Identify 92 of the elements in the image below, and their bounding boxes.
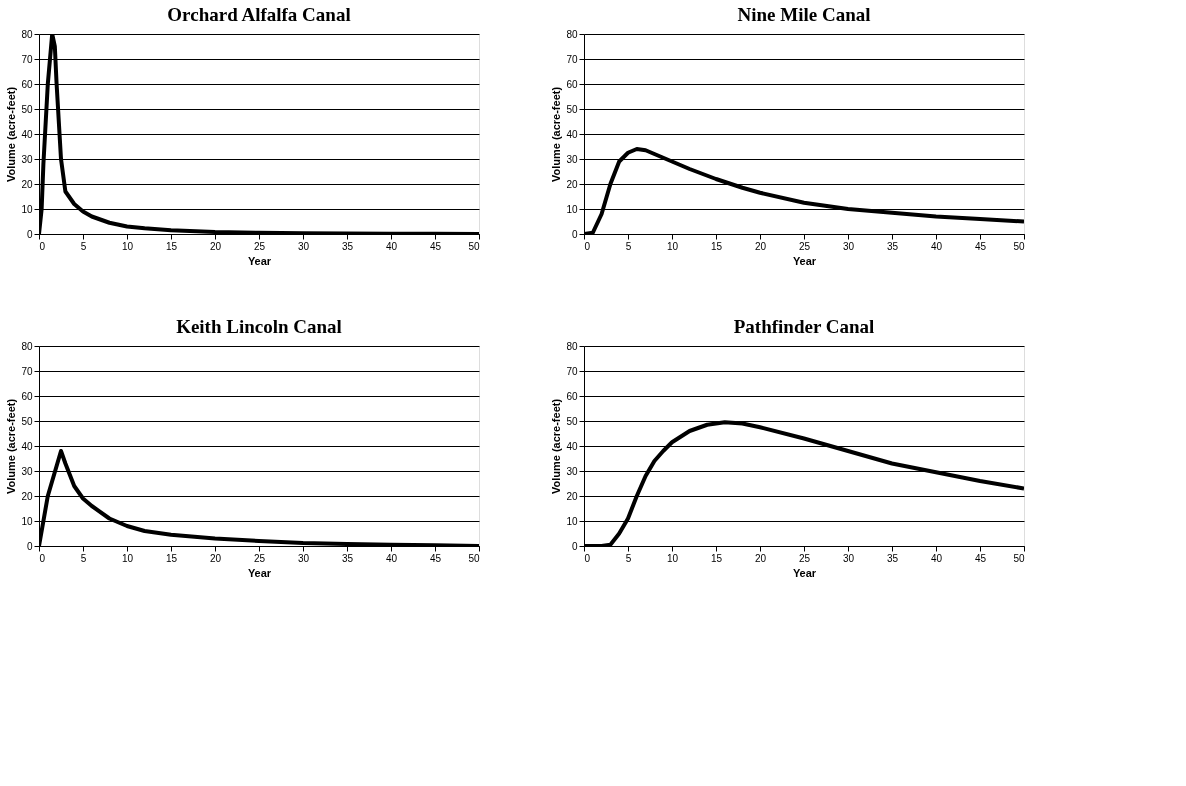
y-tick-label: 20 bbox=[21, 178, 33, 190]
y-tick-label: 10 bbox=[566, 515, 578, 527]
y-axis-title: Volume (acre-feet) bbox=[550, 86, 563, 183]
x-tick-label: 40 bbox=[385, 552, 398, 564]
y-tick-label: 70 bbox=[21, 53, 33, 65]
y-tick-label: 40 bbox=[21, 440, 33, 452]
x-tick-label: 35 bbox=[886, 552, 899, 564]
y-tick-label: 30 bbox=[21, 153, 33, 165]
y-tick-label: 0 bbox=[26, 540, 33, 552]
y-tick-label: 80 bbox=[21, 28, 33, 40]
x-tick-label: 10 bbox=[121, 552, 134, 564]
x-tick-label: 20 bbox=[754, 552, 767, 564]
x-tick-label: 0 bbox=[584, 240, 591, 252]
x-axis-title: Year bbox=[247, 254, 272, 267]
x-tick-label: 10 bbox=[666, 240, 679, 252]
x-tick-label: 50 bbox=[1013, 552, 1025, 564]
x-tick-label: 5 bbox=[625, 240, 632, 252]
y-tick-label: 40 bbox=[566, 440, 578, 452]
y-tick-label: 30 bbox=[566, 153, 578, 165]
y-tick-label: 70 bbox=[566, 53, 578, 65]
x-tick-label: 50 bbox=[468, 552, 480, 564]
x-tick-label: 40 bbox=[385, 240, 398, 252]
x-tick-label: 0 bbox=[584, 552, 591, 564]
x-tick-label: 50 bbox=[468, 240, 480, 252]
x-tick-label: 50 bbox=[1013, 240, 1025, 252]
chart-title: Pathfinder Canal bbox=[733, 316, 875, 337]
y-tick-label: 40 bbox=[21, 128, 33, 140]
y-tick-label: 0 bbox=[26, 228, 33, 240]
y-tick-label: 30 bbox=[566, 465, 578, 477]
x-tick-label: 25 bbox=[253, 552, 266, 564]
x-tick-label: 40 bbox=[930, 552, 943, 564]
y-tick-label: 80 bbox=[21, 340, 33, 352]
x-tick-label: 25 bbox=[798, 552, 811, 564]
x-tick-label: 0 bbox=[39, 240, 46, 252]
y-tick-label: 50 bbox=[566, 415, 578, 427]
x-tick-label: 15 bbox=[165, 552, 178, 564]
x-tick-label: 25 bbox=[798, 240, 811, 252]
x-tick-label: 45 bbox=[974, 552, 987, 564]
x-tick-label: 35 bbox=[886, 240, 899, 252]
y-tick-label: 20 bbox=[21, 490, 33, 502]
x-tick-label: 5 bbox=[625, 552, 632, 564]
x-tick-label: 20 bbox=[209, 240, 222, 252]
y-tick-label: 40 bbox=[566, 128, 578, 140]
x-tick-label: 5 bbox=[80, 552, 87, 564]
y-tick-label: 30 bbox=[21, 465, 33, 477]
y-tick-label: 50 bbox=[21, 103, 33, 115]
x-tick-label: 20 bbox=[209, 552, 222, 564]
chart-title: Orchard Alfalfa Canal bbox=[167, 4, 351, 25]
y-tick-label: 10 bbox=[566, 203, 578, 215]
y-tick-label: 60 bbox=[21, 390, 33, 402]
y-tick-label: 50 bbox=[566, 103, 578, 115]
y-tick-label: 20 bbox=[566, 490, 578, 502]
x-tick-label: 30 bbox=[297, 240, 310, 252]
y-tick-label: 60 bbox=[21, 78, 33, 90]
x-tick-label: 5 bbox=[80, 240, 87, 252]
y-tick-label: 80 bbox=[566, 28, 578, 40]
x-tick-label: 35 bbox=[341, 240, 354, 252]
y-tick-label: 0 bbox=[571, 540, 578, 552]
y-axis-title: Volume (acre-feet) bbox=[5, 398, 18, 495]
x-tick-label: 10 bbox=[666, 552, 679, 564]
chart-title: Nine Mile Canal bbox=[737, 4, 871, 25]
y-axis-title: Volume (acre-feet) bbox=[5, 86, 18, 183]
x-tick-label: 25 bbox=[253, 240, 266, 252]
x-tick-label: 30 bbox=[297, 552, 310, 564]
x-tick-label: 15 bbox=[710, 240, 723, 252]
x-tick-label: 30 bbox=[842, 552, 855, 564]
y-axis-title: Volume (acre-feet) bbox=[550, 398, 563, 495]
x-tick-label: 0 bbox=[39, 552, 46, 564]
y-tick-label: 50 bbox=[21, 415, 33, 427]
y-tick-label: 80 bbox=[566, 340, 578, 352]
y-tick-label: 70 bbox=[566, 365, 578, 377]
y-tick-label: 60 bbox=[566, 78, 578, 90]
x-tick-label: 30 bbox=[842, 240, 855, 252]
x-tick-label: 40 bbox=[930, 240, 943, 252]
x-tick-label: 15 bbox=[710, 552, 723, 564]
y-tick-label: 10 bbox=[21, 203, 33, 215]
x-tick-label: 20 bbox=[754, 240, 767, 252]
chart-title: Keith Lincoln Canal bbox=[176, 316, 342, 337]
x-tick-label: 45 bbox=[974, 240, 987, 252]
y-tick-label: 60 bbox=[566, 390, 578, 402]
x-axis-title: Year bbox=[247, 566, 272, 579]
y-tick-label: 0 bbox=[571, 228, 578, 240]
x-tick-label: 45 bbox=[429, 240, 442, 252]
y-tick-label: 20 bbox=[566, 178, 578, 190]
x-tick-label: 45 bbox=[429, 552, 442, 564]
y-tick-label: 10 bbox=[21, 515, 33, 527]
x-axis-title: Year bbox=[792, 254, 817, 267]
x-tick-label: 15 bbox=[165, 240, 178, 252]
x-axis-title: Year bbox=[792, 566, 817, 579]
x-tick-label: 10 bbox=[121, 240, 134, 252]
x-tick-label: 35 bbox=[341, 552, 354, 564]
y-tick-label: 70 bbox=[21, 365, 33, 377]
